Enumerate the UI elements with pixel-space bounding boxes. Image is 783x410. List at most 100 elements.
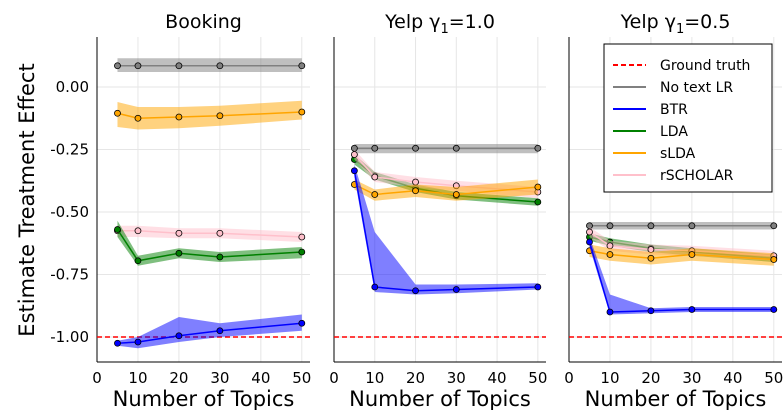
x-tick-label: 0 [564,369,574,387]
series-btr [586,237,778,316]
x-tick-label: 30 [682,369,701,387]
point-slda [216,112,224,120]
x-axis-label: Number of Topics [585,387,767,410]
point-no-text-lr [216,62,224,70]
point-slda [298,108,306,116]
point-rscholar [134,227,142,235]
point-slda [770,256,778,263]
series-slda [114,100,306,130]
x-tick-label: 30 [210,369,229,387]
legend: Ground truth No text LR BTR LDA sLDA rSCHOLAR [603,43,773,193]
x-tick-label: 10 [600,369,619,387]
legend-entry-ground-truth: Ground truth [613,58,750,74]
point-no-text-lr [606,222,614,230]
point-no-text-lr [412,144,419,152]
x-tick-label: 0 [92,369,102,387]
series-slda [350,179,542,201]
x-tick-label: 40 [723,369,742,387]
point-slda [647,254,655,262]
panel-title: Yelp γ1=0.5 [620,11,731,37]
legend-label: BTR [660,102,688,118]
panels: Booking 0 10 20 30 40 50 0.00 -0.25 -0.50 -0.75 -1.… [50,11,783,410]
point-lda [534,198,542,206]
point-rscholar [371,173,379,181]
y-tick-label: -0.75 [50,266,89,284]
x-tick-label: 50 [292,369,311,387]
point-lda [134,257,142,265]
legend-entry-btr: BTR [613,102,688,118]
x-tick-label: 10 [365,369,384,387]
x-axis-label: Number of Topics [349,387,531,410]
point-lda [216,253,224,261]
y-tick-label: -0.50 [50,203,89,221]
point-rscholar [647,246,655,253]
point-no-text-lr [298,62,306,70]
point-btr [350,167,358,175]
point-rscholar [606,242,614,250]
legend-entry-slda: sLDA [613,146,696,162]
x-tick-label: 40 [251,369,270,387]
point-no-text-lr [647,222,655,230]
panel-title: Booking [165,11,242,33]
series-no-text-lr [586,222,778,230]
point-slda [688,251,696,258]
point-rscholar [350,151,358,158]
point-lda [114,226,121,233]
point-slda [371,191,379,198]
point-lda [298,248,306,256]
point-slda [534,183,542,191]
y-tick-label: 0.00 [56,78,89,96]
series-slda [586,244,778,266]
point-no-text-lr [175,62,183,70]
series-no-text-lr [350,144,542,154]
x-tick-label: 0 [329,369,339,387]
point-no-text-lr [134,62,142,70]
legend-entry-lda: LDA [613,124,688,140]
point-btr [452,286,460,293]
point-rscholar [298,233,306,241]
series-no-text-lr [114,58,306,72]
x-tick-label: 20 [641,369,660,387]
point-slda [175,113,183,121]
legend-entry-rscholar: rSCHOLAR [613,168,734,184]
legend-label: rSCHOLAR [660,168,734,184]
ribbon-slda [354,179,538,201]
point-no-text-lr [452,144,460,152]
point-btr [647,307,655,315]
point-btr [770,306,778,313]
series-rscholar [114,225,306,242]
point-no-text-lr [770,222,778,230]
point-rscholar [216,229,224,237]
panel-1: Booking 0 10 20 30 40 50 0.00 -0.25 -0.50 -0.75 -1.… [50,11,311,410]
legend-box [603,43,773,193]
y-tick-label: -0.25 [50,141,89,159]
x-tick-label: 30 [447,369,466,387]
point-slda [134,114,142,122]
point-btr [688,306,696,313]
y-axis-label: Estimate Treatment Effect [15,63,39,336]
x-axis-label: Number of Topics [113,387,295,410]
point-slda [114,109,121,117]
x-tick-label: 50 [764,369,783,387]
panel-title: Yelp γ1=1.0 [384,11,495,37]
point-slda [606,251,614,258]
point-no-text-lr [534,144,542,152]
point-btr [371,283,379,291]
series-btr [114,314,306,349]
legend-entry-no-text-lr: No text LR [613,80,733,96]
series-btr [350,164,542,295]
legend-label: Ground truth [660,58,750,74]
point-btr [534,283,542,291]
point-btr [606,308,614,316]
point-rscholar [412,178,419,186]
series-lda [114,220,306,266]
point-btr [216,327,224,335]
point-slda [452,191,460,198]
x-tick-label: 20 [406,369,425,387]
ribbon-slda [117,100,302,130]
legend-label: LDA [660,124,688,140]
point-btr [134,338,142,346]
point-rscholar [175,229,183,237]
